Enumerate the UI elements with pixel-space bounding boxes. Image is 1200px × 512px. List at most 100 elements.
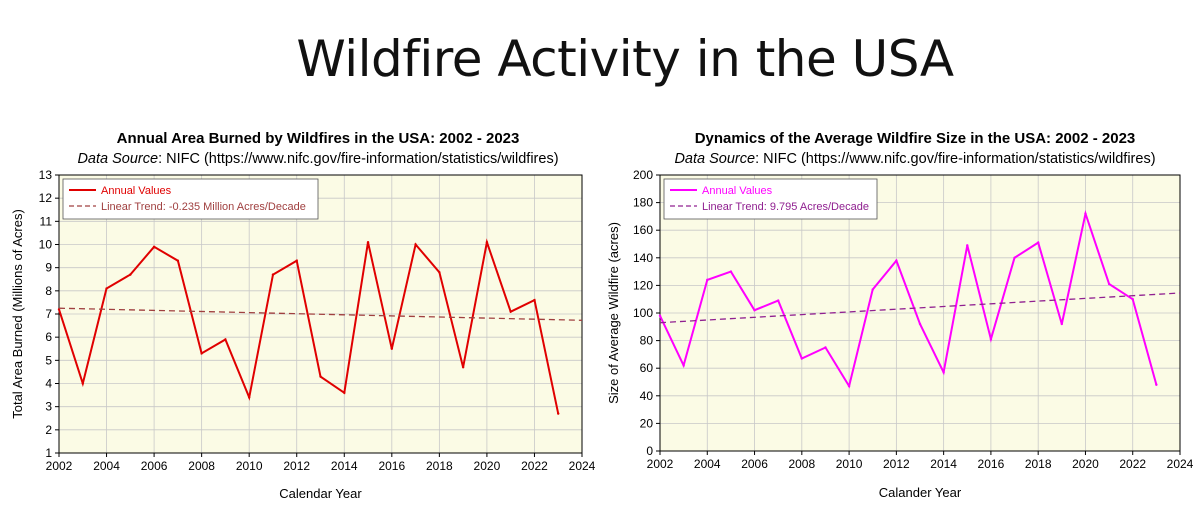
legend-box (62, 178, 319, 220)
x-tick-label: 2020 (1072, 457, 1099, 471)
x-tick-label: 2024 (1167, 457, 1194, 471)
chart-title: Dynamics of the Average Wildfire Size in… (695, 130, 1136, 147)
x-tick-label: 2004 (694, 457, 721, 471)
x-tick-label: 2022 (1119, 457, 1146, 471)
y-tick-label: 200 (633, 168, 653, 182)
x-tick-label: 2016 (378, 459, 405, 473)
x-axis-label: Calendar Year (279, 486, 362, 501)
trend-line (659, 292, 1181, 324)
y-tick-label: 140 (633, 251, 653, 265)
data-point (533, 298, 536, 302)
data-point (1036, 241, 1040, 244)
data-point (658, 314, 662, 317)
y-tick-label: 12 (39, 191, 53, 205)
x-tick-label: 2012 (283, 459, 310, 473)
data-point (247, 396, 251, 399)
data-point (706, 278, 709, 282)
y-tick-label: 11 (40, 214, 53, 228)
legend-label: Linear Trend: 9.795 Acres/Decade (702, 201, 869, 213)
data-point (343, 391, 346, 394)
x-tick-label: 2010 (836, 457, 863, 471)
data-point (682, 364, 685, 367)
y-axis-label: Size of Average Wildfire (acres) (606, 222, 621, 404)
y-tick-label: 10 (39, 238, 53, 252)
x-tick-label: 2010 (236, 459, 263, 473)
data-point (1107, 282, 1111, 286)
data-point (1155, 383, 1158, 386)
legend-label: Annual Values (101, 185, 172, 197)
y-tick-label: 80 (640, 334, 654, 348)
legend-label: Annual Values (702, 185, 773, 197)
y-tick-label: 160 (633, 223, 653, 237)
y-tick-label: 3 (45, 400, 52, 414)
data-point (871, 288, 874, 291)
x-tick-label: 2002 (647, 457, 674, 471)
y-tick-label: 40 (640, 389, 654, 403)
x-tick-label: 2018 (1025, 457, 1052, 471)
annual-values-line (58, 238, 560, 414)
y-tick-label: 120 (633, 278, 653, 292)
y-tick-label: 7 (45, 307, 52, 321)
legend-label: Linear Trend: -0.235 Million Acres/Decad… (101, 201, 306, 213)
data-point (729, 270, 733, 273)
x-tick-label: 2018 (426, 459, 453, 473)
data-point (753, 309, 756, 312)
y-tick-label: 0 (646, 444, 653, 458)
legend: Annual Values Linear Trend: 9.795 Acres/D… (663, 178, 878, 220)
data-point (366, 240, 370, 244)
data-point (295, 259, 298, 262)
x-tick-label: 2004 (93, 459, 120, 473)
y-tick-label: 20 (640, 416, 654, 430)
data-point (390, 347, 394, 350)
data-point (557, 412, 560, 415)
x-tick-label: 2006 (141, 459, 168, 473)
data-point (847, 384, 851, 388)
data-point (105, 287, 108, 290)
data-point (1084, 212, 1087, 215)
x-tick-label: 2006 (741, 457, 768, 471)
chart-title: Annual Area Burned by Wildfires in the U… (117, 130, 520, 147)
data-point (271, 273, 275, 276)
data-point (319, 375, 322, 378)
data-point (1131, 298, 1134, 301)
data-point (81, 382, 84, 385)
y-axis-label: Total Area Burned (Millions of Acres) (10, 209, 25, 419)
x-tick-label: 2020 (474, 459, 501, 473)
data-point (918, 322, 922, 326)
x-tick-label: 2002 (46, 459, 73, 473)
x-tick-label: 2016 (978, 457, 1005, 471)
x-tick-label: 2014 (331, 459, 358, 473)
data-point (1060, 322, 1064, 326)
x-tick-label: 2008 (188, 459, 215, 473)
y-tick-label: 180 (633, 196, 653, 210)
data-point (438, 271, 441, 274)
y-tick-label: 6 (45, 330, 52, 344)
x-tick-label: 2024 (569, 459, 596, 473)
data-point (942, 371, 945, 374)
y-tick-label: 2 (45, 423, 52, 437)
data-point (485, 240, 489, 244)
data-point (966, 244, 969, 247)
data-point (824, 346, 827, 349)
x-tick-label: 2008 (788, 457, 815, 471)
chart-source: Data Source: NIFC (https://www.nifc.gov/… (674, 151, 1155, 167)
data-point (176, 259, 180, 262)
y-tick-label: 1 (45, 446, 52, 460)
data-point (800, 357, 804, 360)
x-axis-label: Calander Year (879, 485, 962, 500)
data-point (1013, 256, 1016, 259)
data-point (989, 338, 993, 341)
x-tick-label: 2014 (930, 457, 957, 471)
data-point (414, 243, 417, 246)
data-point (200, 352, 203, 355)
data-point (129, 273, 132, 276)
data-point (461, 366, 465, 369)
legend-box (663, 178, 878, 220)
trend-line (58, 307, 583, 321)
annual-values-line (659, 209, 1158, 389)
chart-2: Dynamics of the Average Wildfire Size in… (606, 130, 1194, 500)
y-tick-label: 4 (45, 377, 52, 391)
y-tick-label: 13 (39, 168, 53, 182)
x-tick-label: 2012 (883, 457, 910, 471)
